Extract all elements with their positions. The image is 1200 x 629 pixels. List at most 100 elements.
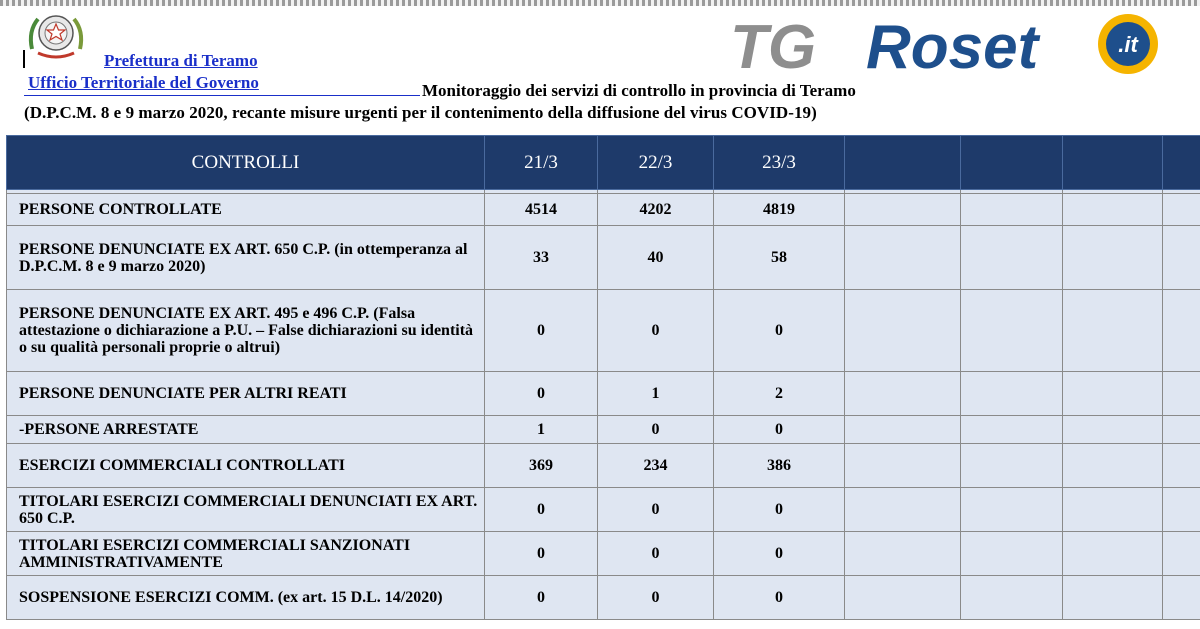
- tg-roseto-logo: TG Roset .it: [730, 10, 1170, 82]
- cell-value: 234: [597, 443, 714, 488]
- empty-cell: [1162, 443, 1200, 488]
- cell-value: 1: [597, 371, 714, 416]
- empty-cell: [1062, 487, 1163, 532]
- empty-cell: [1162, 531, 1200, 576]
- empty-cell: [1162, 575, 1200, 620]
- empty-cell: [960, 289, 1063, 372]
- empty-cell: [1162, 415, 1200, 444]
- table-row: -PERSONE ARRESTATE 1 0 0: [6, 415, 1200, 444]
- empty-cell: [844, 443, 961, 488]
- column-header-controlli: CONTROLLI: [6, 135, 485, 190]
- empty-cell: [1162, 487, 1200, 532]
- cell-value: 0: [484, 289, 598, 372]
- table-row: TITOLARI ESERCIZI COMMERCIALI DENUNCIATI…: [6, 487, 1200, 532]
- decree-reference: (D.P.C.M. 8 e 9 marzo 2020, recante misu…: [24, 103, 817, 122]
- cell-value: 0: [713, 531, 845, 576]
- office-title: Ufficio Territoriale del Governo: [28, 73, 259, 92]
- table-row: TITOLARI ESERCIZI COMMERCIALI SANZIONATI…: [6, 531, 1200, 576]
- cell-value: 0: [713, 575, 845, 620]
- row-label: PERSONE DENUNCIATE PER ALTRI REATI: [6, 371, 485, 416]
- italian-republic-emblem-icon: [24, 9, 88, 63]
- logo-roset-text: Roset: [866, 13, 1041, 78]
- empty-cell: [960, 443, 1063, 488]
- column-header-empty: [1062, 135, 1163, 190]
- cell-value: 40: [597, 225, 714, 290]
- cell-value: 386: [713, 443, 845, 488]
- column-header-empty: [960, 135, 1063, 190]
- empty-cell: [1162, 289, 1200, 372]
- column-header-date: 21/3: [484, 135, 598, 190]
- empty-cell: [844, 289, 961, 372]
- prefecture-title: Prefettura di Teramo: [104, 51, 258, 70]
- row-label: TITOLARI ESERCIZI COMMERCIALI SANZIONATI…: [6, 531, 485, 576]
- empty-cell: [1062, 575, 1163, 620]
- empty-cell: [1062, 371, 1163, 416]
- cell-value: 0: [597, 531, 714, 576]
- logo-it-text: .it: [1118, 32, 1139, 57]
- cell-value: 0: [597, 487, 714, 532]
- empty-cell: [844, 415, 961, 444]
- empty-cell: [1062, 443, 1163, 488]
- cell-value: 1: [484, 415, 598, 444]
- cell-value: 0: [597, 289, 714, 372]
- empty-cell: [1062, 289, 1163, 372]
- logo-tg-text: TG: [730, 13, 816, 78]
- empty-cell: [844, 531, 961, 576]
- empty-cell: [1062, 225, 1163, 290]
- cell-value: 0: [713, 289, 845, 372]
- empty-cell: [960, 415, 1063, 444]
- text-cursor: [23, 50, 25, 68]
- empty-cell: [960, 371, 1063, 416]
- row-label: PERSONE CONTROLLATE: [6, 193, 485, 226]
- row-label: -PERSONE ARRESTATE: [6, 415, 485, 444]
- row-label: TITOLARI ESERCIZI COMMERCIALI DENUNCIATI…: [6, 487, 485, 532]
- row-label: ESERCIZI COMMERCIALI CONTROLLATI: [6, 443, 485, 488]
- empty-cell: [960, 225, 1063, 290]
- cell-value: 0: [484, 371, 598, 416]
- table-header-row: CONTROLLI 21/3 22/3 23/3: [6, 135, 1200, 190]
- empty-cell: [960, 531, 1063, 576]
- empty-cell: [844, 487, 961, 532]
- cell-value: 0: [597, 415, 714, 444]
- cell-value: 4819: [713, 193, 845, 226]
- cell-value: 33: [484, 225, 598, 290]
- top-strip: [0, 0, 1200, 6]
- logo-it-badge: [1106, 22, 1150, 66]
- empty-cell: [844, 575, 961, 620]
- empty-cell: [960, 487, 1063, 532]
- row-label: SOSPENSIONE ESERCIZI COMM. (ex art. 15 D…: [6, 575, 485, 620]
- table-row: PERSONE DENUNCIATE EX ART. 650 C.P. (in …: [6, 225, 1200, 290]
- empty-cell: [1162, 193, 1200, 226]
- document-subtitle: Monitoraggio dei servizi di controllo in…: [422, 81, 856, 100]
- cell-value: 0: [484, 575, 598, 620]
- table-row: PERSONE DENUNCIATE PER ALTRI REATI 0 1 2: [6, 371, 1200, 416]
- empty-cell: [1062, 415, 1163, 444]
- row-label: PERSONE DENUNCIATE EX ART. 495 e 496 C.P…: [6, 289, 485, 372]
- empty-cell: [960, 575, 1063, 620]
- cell-value: 0: [484, 487, 598, 532]
- empty-cell: [1162, 371, 1200, 416]
- cell-value: 58: [713, 225, 845, 290]
- table-row: PERSONE CONTROLLATE 4514 4202 4819: [6, 193, 1200, 226]
- cell-value: 2: [713, 371, 845, 416]
- row-label: PERSONE DENUNCIATE EX ART. 650 C.P. (in …: [6, 225, 485, 290]
- table-row: ESERCIZI COMMERCIALI CONTROLLATI 369 234…: [6, 443, 1200, 488]
- empty-cell: [960, 193, 1063, 226]
- empty-cell: [844, 225, 961, 290]
- column-header-date: 23/3: [713, 135, 845, 190]
- column-header-empty: [1162, 135, 1200, 190]
- cell-value: 0: [597, 575, 714, 620]
- table-row: PERSONE DENUNCIATE EX ART. 495 e 496 C.P…: [6, 289, 1200, 372]
- cell-value: 4202: [597, 193, 714, 226]
- empty-cell: [844, 371, 961, 416]
- cell-value: 0: [713, 487, 845, 532]
- header-divider: [24, 95, 420, 96]
- empty-cell: [844, 193, 961, 226]
- cell-value: 4514: [484, 193, 598, 226]
- cell-value: 0: [713, 415, 845, 444]
- cell-value: 0: [484, 531, 598, 576]
- empty-cell: [1062, 193, 1163, 226]
- controls-table: CONTROLLI 21/3 22/3 23/3 PERSONE CONTROL…: [6, 135, 1200, 620]
- empty-cell: [1162, 225, 1200, 290]
- column-header-date: 22/3: [597, 135, 714, 190]
